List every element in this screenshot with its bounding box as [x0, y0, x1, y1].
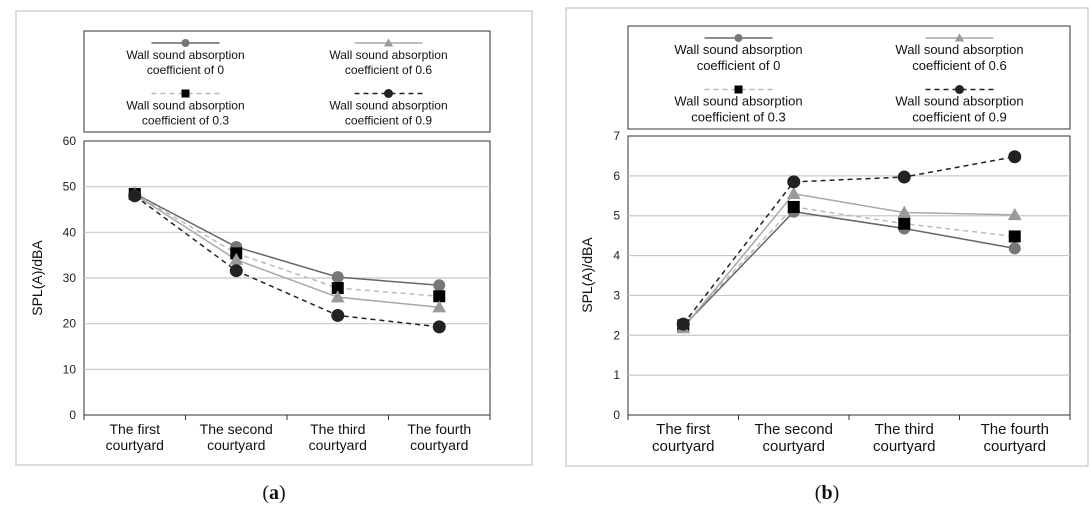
panel-a-y-tick-label: 10: [63, 362, 77, 376]
panel-a-series-2-point-3: [433, 290, 446, 303]
panel-a-legend-entries: Wall sound absorption coefficient of 0 Wal…: [126, 38, 448, 128]
panel-b-y-ticks: 0 1 2 3 4 5 6 7: [613, 129, 620, 422]
panel-b-legend-label-1: Wall sound absorption coefficient of 0.6: [895, 42, 1023, 73]
panel-a-x-tick-label: The first courtyard: [106, 421, 164, 453]
panel-b-series-3-line: [682, 155, 1015, 325]
panel-b-y-tick-label: 0: [613, 408, 620, 422]
panel-b-y-tick-label: 3: [613, 288, 620, 302]
panel-b-series-1-point-3: [1007, 208, 1022, 221]
panel-b-legend: [627, 25, 1071, 130]
panel-b-series-2-point-1: [787, 200, 800, 213]
panel-b-series-2-point-2: [898, 217, 911, 230]
chart-panel-a: 0 10 20 30 40 50 60 The first courtyard The seco…: [15, 10, 533, 466]
panel-b-y-tick-label: 4: [613, 249, 620, 263]
panel-b-y-tick-label: 1: [613, 368, 620, 382]
panel-a-series-2-line: [134, 193, 440, 298]
caption-letter: b: [821, 482, 832, 504]
panel-a-series-2-point-2: [331, 282, 344, 295]
panel-b-y-tick-label: 6: [613, 169, 620, 183]
panel-a-legend-label-3: Wall sound absorption coefficient of 0.9: [329, 99, 447, 128]
panel-b-legend-entries: Wall sound absorption coefficient of 0 Wal…: [674, 33, 1024, 125]
panel-b-series-2-point-legend: [734, 85, 743, 94]
panel-a-series-1-point-legend: [383, 38, 394, 47]
panel-b-series-1-point-2: [897, 205, 912, 218]
panel-a-series-0-point-3: [433, 279, 446, 292]
panel-a-y-tick-label: 30: [63, 271, 77, 285]
panel-b-series-3-point-legend: [955, 85, 964, 94]
panel-b-series-1-point-legend: [954, 33, 965, 42]
panel-b-y-tick-label: 5: [613, 209, 620, 223]
panel-b-x-ticks: The first courtyard The second courtyard The…: [627, 415, 1071, 455]
panel-a-y-tick-label: 20: [63, 317, 77, 331]
caption-close: ): [833, 482, 840, 504]
panel-a-series-0-line: [134, 192, 440, 287]
panel-a-y-ticks: 0 10 20 30 40 50 60: [63, 134, 77, 422]
panel-b-series-2-line: [682, 206, 1015, 326]
panel-b-y-tick-label: 7: [613, 129, 620, 143]
panel-b-series: [676, 150, 1022, 334]
panel-a-y-tick-label: 50: [63, 180, 77, 194]
panel-a-series-1-point-2: [330, 290, 345, 303]
panel-b-series-2-point-3: [1008, 230, 1021, 243]
panel-a-legend-label-2: Wall sound absorption coefficient of 0.3: [126, 99, 244, 128]
panel-a-y-axis-label: SPL(A)/dBA: [29, 240, 45, 316]
panel-b-y-axis-label: SPL(A)/dBA: [579, 237, 595, 313]
panel-b-x-tick-label: The second courtyard: [755, 421, 833, 455]
panel-a-x-tick-label: The fourth courtyard: [407, 421, 471, 453]
panel-b-x-tick-label: The first courtyard: [652, 421, 715, 455]
panel-b-series-3-point-2: [897, 170, 911, 184]
panel-b-caption: (b): [815, 482, 839, 504]
panel-a-series: [127, 187, 447, 334]
panel-b-series-0-line: [682, 210, 1015, 328]
panel-a-series-0-point-2: [331, 271, 344, 284]
panel-a-series-1-point-3: [432, 300, 447, 313]
panel-a-x-ticks: The first courtyard The second courtyard The…: [83, 415, 491, 453]
panel-b-legend-label-0: Wall sound absorption coefficient of 0: [674, 42, 802, 73]
chart-panel-b: 0 1 2 3 4 5 6 7 The first courtyard The second cou…: [565, 7, 1089, 467]
panel-b-plot-area: [627, 135, 1071, 416]
panel-b-x-tick-label: The fourth courtyard: [981, 421, 1049, 455]
panel-b-series-0-point-legend: [734, 34, 743, 42]
panel-b-series-1-point-1: [786, 186, 801, 199]
panel-a-caption: (a): [262, 482, 285, 504]
panel-b-x-tick-label: The third courtyard: [873, 421, 936, 455]
panel-a-series-3-line: [134, 195, 440, 328]
panel-a-y-tick-label: 0: [69, 408, 76, 422]
panel-a-series-1-point-1: [229, 252, 244, 265]
panel-a-y-tick-label: 40: [63, 225, 77, 239]
panel-a-legend-label-0: Wall sound absorption coefficient of 0: [126, 48, 244, 77]
panel-a-x-tick-label: The third courtyard: [309, 421, 367, 453]
panel-a-legend: [83, 30, 491, 133]
panel-b-series-3-point-0: [676, 317, 690, 331]
panel-a-y-tick-label: 60: [63, 134, 77, 148]
caption-open: (: [815, 482, 822, 504]
caption-letter: a: [269, 482, 279, 504]
panel-a-series-1-line: [134, 193, 440, 308]
panel-b-series-1-line: [682, 192, 1015, 329]
panel-a-series-0-point-legend: [181, 39, 190, 47]
caption-open: (: [262, 482, 269, 504]
panel-a-series-3-point-legend: [384, 89, 393, 98]
panel-a-series-3-point-1: [229, 264, 243, 278]
panel-b-series-0-point-3: [1008, 242, 1021, 255]
panel-b-legend-label-2: Wall sound absorption coefficient of 0.3: [674, 94, 802, 125]
panel-a-x-tick-label: The second courtyard: [200, 421, 273, 453]
caption-close: ): [279, 482, 286, 504]
panel-b-legend-label-3: Wall sound absorption coefficient of 0.9: [895, 94, 1023, 125]
panel-b-y-tick-label: 2: [613, 328, 620, 342]
panel-a-legend-label-1: Wall sound absorption coefficient of 0.6: [329, 48, 447, 77]
panel-a-series-3-point-3: [432, 320, 446, 334]
panel-a-series-2-point-legend: [181, 89, 190, 98]
panel-b-series-3-point-1: [787, 175, 801, 189]
panel-a-series-3-point-2: [331, 308, 345, 322]
panel-a-series-3-point-0: [128, 189, 142, 203]
panel-b-series-3-point-3: [1008, 150, 1022, 164]
